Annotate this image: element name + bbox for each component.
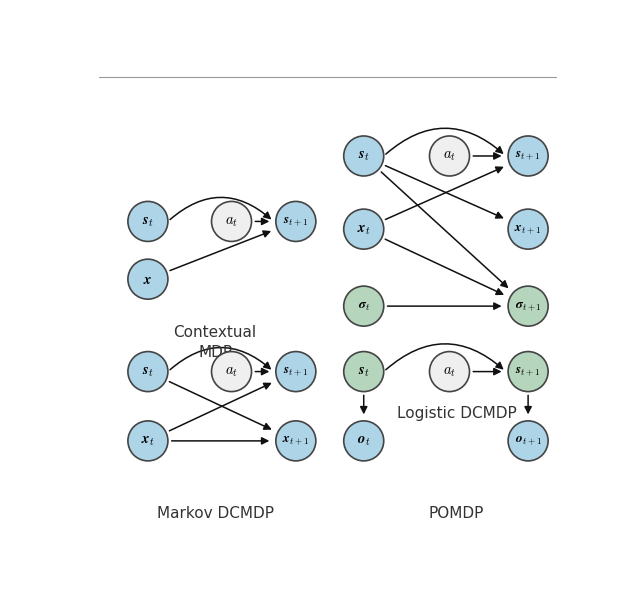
Text: $\boldsymbol{s}_t$: $\boldsymbol{s}_t$ (358, 364, 370, 379)
Text: $\boldsymbol{\sigma}_t$: $\boldsymbol{\sigma}_t$ (358, 299, 370, 312)
Circle shape (276, 201, 316, 241)
Circle shape (508, 352, 548, 391)
Text: $\boldsymbol{s}_t$: $\boldsymbol{s}_t$ (142, 214, 154, 229)
Circle shape (128, 201, 168, 241)
Text: $\boldsymbol{s}_{t+1}$: $\boldsymbol{s}_{t+1}$ (283, 365, 308, 378)
Circle shape (211, 201, 252, 241)
Circle shape (508, 421, 548, 461)
Text: $\boldsymbol{s}_{t+1}$: $\boldsymbol{s}_{t+1}$ (515, 150, 541, 163)
Text: $\boldsymbol{x}_t$: $\boldsymbol{x}_t$ (141, 434, 155, 448)
Text: $\boldsymbol{s}_{t+1}$: $\boldsymbol{s}_{t+1}$ (515, 365, 541, 378)
Circle shape (128, 421, 168, 461)
Circle shape (508, 209, 548, 249)
Circle shape (429, 352, 470, 391)
Text: $\boldsymbol{x}$: $\boldsymbol{x}$ (143, 271, 153, 287)
Circle shape (128, 352, 168, 391)
Text: $\boldsymbol{x}_{t+1}$: $\boldsymbol{x}_{t+1}$ (515, 223, 542, 236)
Text: Contextual
MDP: Contextual MDP (173, 326, 257, 360)
Text: $\boldsymbol{o}_t$: $\boldsymbol{o}_t$ (357, 434, 371, 448)
Circle shape (344, 136, 384, 176)
Text: $a_t$: $a_t$ (225, 214, 238, 229)
Text: $a_t$: $a_t$ (443, 148, 456, 163)
Circle shape (344, 352, 384, 391)
Text: $\boldsymbol{x}_{t+1}$: $\boldsymbol{x}_{t+1}$ (282, 434, 310, 447)
Circle shape (429, 136, 470, 176)
Text: $\boldsymbol{\sigma}_{t+1}$: $\boldsymbol{\sigma}_{t+1}$ (515, 299, 541, 312)
Text: $\boldsymbol{s}_{t+1}$: $\boldsymbol{s}_{t+1}$ (283, 215, 308, 228)
Text: $\boldsymbol{s}_t$: $\boldsymbol{s}_t$ (358, 148, 370, 163)
Circle shape (276, 352, 316, 391)
Text: $\boldsymbol{s}_t$: $\boldsymbol{s}_t$ (142, 364, 154, 379)
Text: Logistic DCMDP: Logistic DCMDP (397, 406, 516, 421)
FancyArrowPatch shape (386, 128, 502, 154)
Text: $a_t$: $a_t$ (443, 364, 456, 379)
Circle shape (211, 352, 252, 391)
FancyArrowPatch shape (170, 347, 270, 369)
Text: $\boldsymbol{x}_t$: $\boldsymbol{x}_t$ (356, 222, 371, 236)
Circle shape (128, 259, 168, 299)
FancyArrowPatch shape (386, 344, 502, 369)
Circle shape (344, 421, 384, 461)
Text: Markov DCMDP: Markov DCMDP (157, 506, 273, 522)
FancyArrowPatch shape (170, 197, 270, 220)
Circle shape (508, 136, 548, 176)
Circle shape (344, 209, 384, 249)
Circle shape (508, 286, 548, 326)
Text: $a_t$: $a_t$ (225, 364, 238, 379)
Circle shape (276, 421, 316, 461)
Text: $\boldsymbol{o}_{t+1}$: $\boldsymbol{o}_{t+1}$ (515, 434, 541, 447)
Text: POMDP: POMDP (429, 506, 484, 522)
Circle shape (344, 286, 384, 326)
